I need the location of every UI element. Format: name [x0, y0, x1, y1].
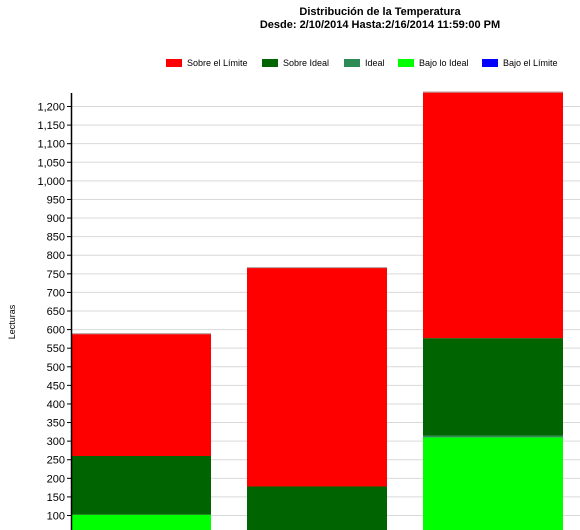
chart-title: Distribución de la Temperatura [299, 6, 461, 18]
y-tick-label: 700 [47, 287, 65, 299]
bar-segment-sobre-ideal[interactable] [423, 338, 563, 436]
chart-subtitle: Desde: 2/10/2014 Hasta:2/16/2014 11:59:0… [259, 19, 501, 31]
y-tick-label: 300 [47, 436, 65, 448]
y-tick-label: 1,100 [37, 139, 65, 151]
bar-segment-sobre-ideal[interactable] [247, 486, 387, 530]
bar-segment-ideal[interactable] [423, 435, 563, 438]
y-tick-label: 1,000 [37, 176, 65, 188]
y-tick-label: 650 [47, 306, 65, 318]
legend-swatch [344, 59, 360, 67]
y-tick-label: 950 [47, 194, 65, 206]
y-tick-label: 900 [47, 213, 65, 225]
legend-swatch [398, 59, 414, 67]
y-tick-label: 200 [47, 473, 65, 485]
y-tick-label: 150 [47, 492, 65, 504]
legend-swatch [482, 59, 498, 67]
legend-swatch [166, 59, 182, 67]
y-tick-label: 350 [47, 418, 65, 430]
y-tick-label: 800 [47, 250, 65, 262]
bar-segment-sobre-el-limite[interactable] [71, 333, 211, 457]
legend-label: Bajo lo Ideal [419, 58, 469, 68]
y-tick-label: 400 [47, 399, 65, 411]
y-tick-label: 550 [47, 343, 65, 355]
bars [71, 91, 563, 530]
bar-segment-bajo-lo-ideal[interactable] [423, 437, 563, 530]
y-tick-label: 600 [47, 325, 65, 337]
y-tick-label: 1,050 [37, 157, 65, 169]
y-tick-label: 100 [47, 511, 65, 523]
y-tick-label: 500 [47, 362, 65, 374]
legend-label: Ideal [365, 58, 385, 68]
y-tick-label: 250 [47, 455, 65, 467]
bar-segment-bajo-lo-ideal[interactable] [71, 514, 211, 530]
y-tick-label: 1,200 [37, 102, 65, 114]
y-tick-label: 750 [47, 269, 65, 281]
legend-label: Sobre el Límite [187, 58, 248, 68]
y-tick-label: 1,150 [37, 120, 65, 132]
legend-label: Sobre Ideal [283, 58, 330, 68]
y-tick-label: 450 [47, 380, 65, 392]
legend-label: Bajo el Límite [503, 58, 558, 68]
bar-segment-sobre-el-limite[interactable] [423, 91, 563, 339]
y-axis: 5010015020025030035040045050055060065070… [37, 93, 73, 530]
legend-swatch [262, 59, 278, 67]
bar-segment-sobre-el-limite[interactable] [247, 267, 387, 487]
bar-segment-sobre-ideal[interactable] [71, 456, 211, 515]
y-tick-label: 850 [47, 232, 65, 244]
